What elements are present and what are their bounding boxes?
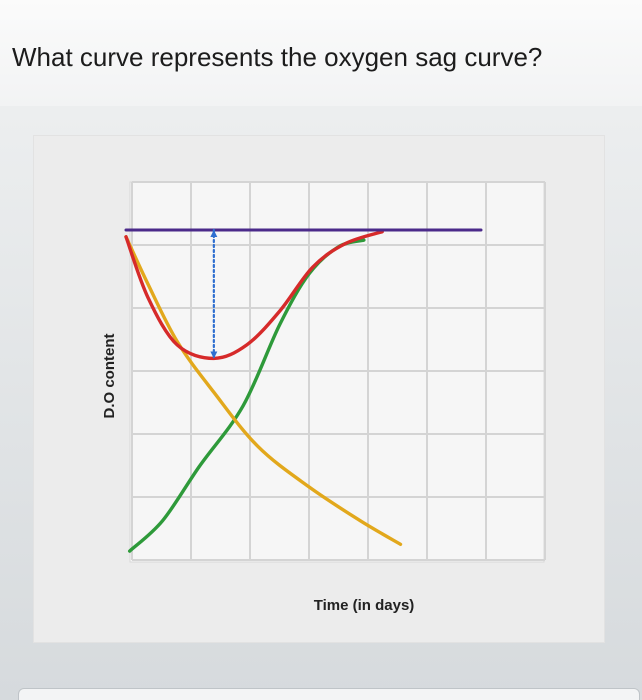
answer-input-box[interactable] — [18, 688, 640, 700]
series-layer — [124, 228, 483, 553]
deficit-arrowhead — [210, 230, 218, 237]
figure-panel: D.O content Time (in days) — [34, 136, 604, 642]
y-axis-label: D.O content — [101, 333, 118, 418]
deficit-arrowhead — [210, 351, 218, 359]
oxygen-sag-chart: D.O content Time (in days) — [101, 181, 546, 614]
x-axis-label: Time (in days) — [314, 597, 415, 614]
question-banner: What curve represents the oxygen sag cur… — [0, 0, 642, 106]
series-line-yellow — [124, 235, 403, 546]
question-text: What curve represents the oxygen sag cur… — [12, 42, 543, 72]
series-line-red — [124, 230, 384, 361]
